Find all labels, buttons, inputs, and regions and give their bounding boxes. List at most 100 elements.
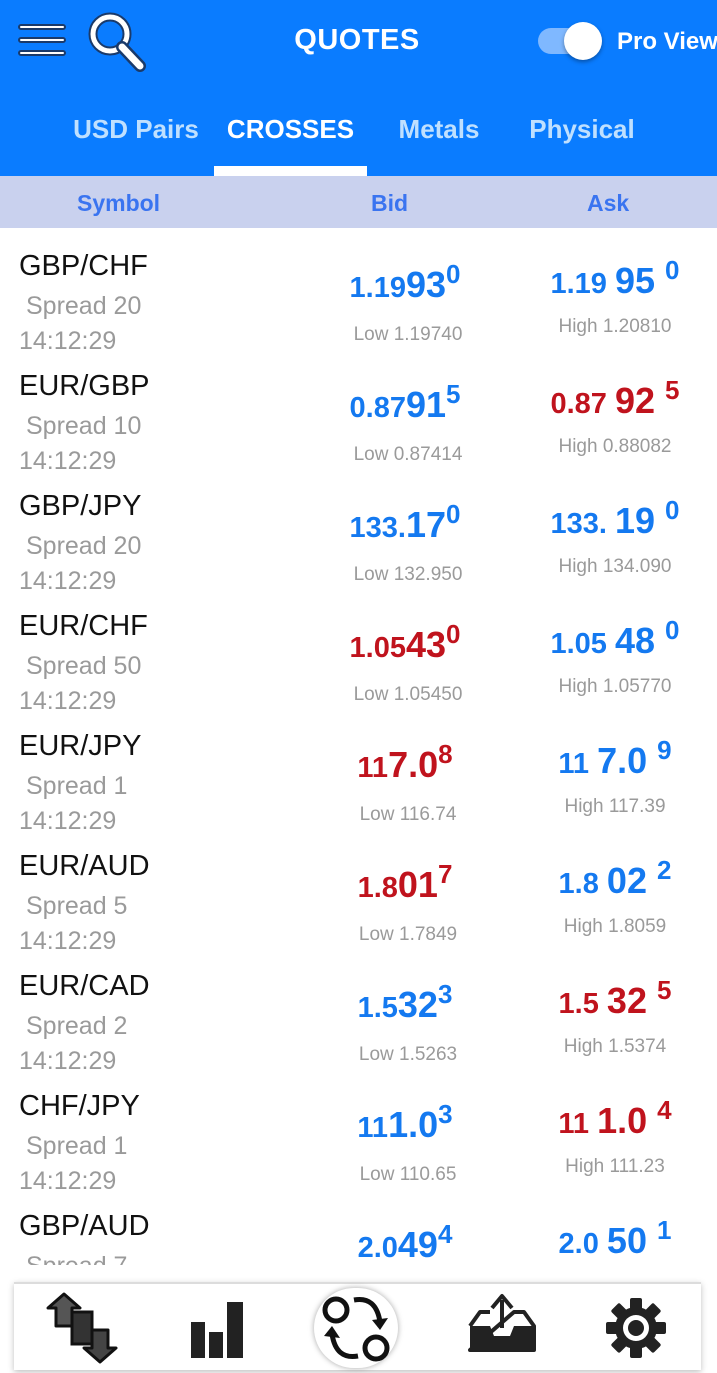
bid-price[interactable]: 2.0494 bbox=[290, 1219, 520, 1265]
spread-text: Spread 20 bbox=[26, 292, 142, 320]
ask-price[interactable]: 1.19 95 0 bbox=[505, 255, 717, 302]
bar-chart-icon[interactable] bbox=[178, 1292, 258, 1364]
ask-price-pips: 48 bbox=[614, 620, 666, 661]
ask-price-major: 2.0 bbox=[558, 1228, 607, 1260]
bid-price[interactable]: 1.8017 bbox=[290, 859, 520, 906]
bid-price-pips: 1.0 bbox=[388, 1104, 439, 1145]
quote-row[interactable]: GBP/CHF Spread 20 14:12:29 1.19930 Low 1.197… bbox=[0, 228, 717, 355]
ask-price-fraction: 2 bbox=[656, 855, 672, 885]
ask-price-fraction: 9 bbox=[657, 735, 672, 765]
ask-price-fraction: 0 bbox=[665, 615, 680, 645]
low-price: Low 110.65 bbox=[359, 1164, 457, 1185]
trade-exchange-icon bbox=[322, 1296, 390, 1362]
bid-price[interactable]: 0.87915 bbox=[290, 379, 520, 426]
symbol-name: EUR/GBP bbox=[19, 370, 150, 402]
bid-price[interactable]: 1.19930 bbox=[290, 259, 520, 306]
spread-text: Spread 2 bbox=[26, 1012, 128, 1040]
ask-price-pips: 95 bbox=[614, 260, 666, 301]
quote-time: 14:12:29 bbox=[19, 567, 117, 595]
symbol-name: EUR/CHF bbox=[19, 610, 148, 642]
column-bid: Bid bbox=[371, 190, 409, 216]
bid-price-pips: 43 bbox=[405, 624, 447, 665]
tab-bar: USD Pairs CROSSES Metals Physical bbox=[0, 110, 717, 176]
spread-text: Spread 1 bbox=[26, 1132, 128, 1160]
spread-text: Spread 5 bbox=[26, 892, 128, 920]
bid-price-pips: 01 bbox=[397, 864, 438, 905]
hamburger-menu-icon[interactable] bbox=[18, 24, 66, 58]
low-price: Low 132.950 bbox=[353, 564, 463, 585]
page-title: QUOTES bbox=[294, 24, 420, 56]
low-price: Low 116.74 bbox=[359, 804, 457, 825]
spread-text: Spread 10 bbox=[26, 412, 142, 440]
bid-price[interactable]: 111.03 bbox=[290, 1099, 520, 1146]
low-price: Low 1.5263 bbox=[358, 1044, 458, 1065]
ask-price-fraction: 0 bbox=[665, 495, 680, 525]
high-price: High 117.39 bbox=[564, 796, 666, 817]
bid-price[interactable]: 117.08 bbox=[290, 739, 520, 786]
spread-text: Spread 7 bbox=[26, 1252, 127, 1265]
ask-price[interactable]: 2.0 50 1 bbox=[505, 1215, 717, 1262]
quote-time: 14:12:29 bbox=[19, 1047, 117, 1075]
bid-price-major: 1.05 bbox=[349, 632, 406, 664]
ask-price-fraction: 5 bbox=[665, 375, 680, 405]
quotes-list[interactable]: GBP/CHF Spread 20 14:12:29 1.19930 Low 1.197… bbox=[0, 228, 717, 1265]
low-price: Low 0.87414 bbox=[353, 444, 463, 465]
bid-price[interactable]: 1.05430 bbox=[290, 619, 520, 666]
bid-price-pips: 7.0 bbox=[388, 744, 439, 785]
quote-row[interactable]: CHF/JPY Spread 1 14:12:29 111.03 Low 110.65 1… bbox=[0, 1068, 717, 1195]
bid-price[interactable]: 1.5323 bbox=[290, 979, 520, 1026]
pro-view-toggle[interactable] bbox=[538, 22, 604, 60]
trade-exchange-button[interactable] bbox=[314, 1288, 398, 1368]
tab-physical[interactable]: Physical bbox=[529, 114, 635, 144]
bid-price-fraction: 8 bbox=[438, 739, 453, 769]
tab-usd-pairs[interactable]: USD Pairs bbox=[73, 114, 199, 144]
quote-time: 14:12:29 bbox=[19, 327, 117, 355]
settings-gear-icon[interactable] bbox=[596, 1292, 676, 1364]
quote-row[interactable]: EUR/JPY Spread 1 14:12:29 117.08 Low 116.74 1… bbox=[0, 708, 717, 835]
quote-row[interactable]: EUR/AUD Spread 5 14:12:29 1.8017 Low 1.7849 1… bbox=[0, 828, 717, 955]
bid-price-major: 133. bbox=[349, 512, 406, 544]
quotes-arrows-icon[interactable] bbox=[42, 1292, 122, 1364]
ask-price-major: 133. bbox=[550, 508, 615, 540]
bid-price-fraction: 5 bbox=[446, 379, 461, 409]
low-price: Low 1.19740 bbox=[353, 324, 463, 345]
bid-price[interactable]: 133.170 bbox=[290, 499, 520, 546]
bid-price-major: 1.8 bbox=[357, 872, 398, 904]
bid-price-major: 2.0 bbox=[357, 1232, 398, 1264]
bid-price-fraction: 7 bbox=[437, 859, 453, 889]
ask-price[interactable]: 11 1.0 4 bbox=[505, 1095, 717, 1142]
ask-price[interactable]: 11 7.0 9 bbox=[505, 735, 717, 782]
ask-price[interactable]: 133. 19 0 bbox=[505, 495, 717, 542]
ask-price[interactable]: 1.8 02 2 bbox=[505, 855, 717, 902]
symbol-name: EUR/AUD bbox=[19, 850, 150, 882]
ask-price[interactable]: 0.87 92 5 bbox=[505, 375, 717, 422]
bid-price-major: 1.19 bbox=[349, 272, 406, 304]
high-price: High 1.5374 bbox=[563, 1036, 667, 1057]
active-tab-indicator bbox=[214, 166, 367, 176]
quote-row[interactable]: EUR/GBP Spread 10 14:12:29 0.87915 Low 0.874… bbox=[0, 348, 717, 475]
tab-crosses[interactable]: CROSSES bbox=[226, 114, 355, 144]
low-price: Low 1.05450 bbox=[353, 684, 463, 705]
spread-text: Spread 20 bbox=[26, 532, 142, 560]
ask-price-pips: 32 bbox=[606, 980, 657, 1021]
inbox-upload-icon[interactable] bbox=[462, 1292, 542, 1364]
symbol-name: GBP/AUD bbox=[19, 1210, 150, 1242]
bid-price-fraction: 3 bbox=[437, 979, 453, 1009]
ask-price-major: 1.5 bbox=[558, 988, 607, 1020]
symbol-name: GBP/JPY bbox=[19, 490, 142, 522]
quote-time: 14:12:29 bbox=[19, 1167, 117, 1195]
quote-row[interactable]: EUR/CHF Spread 50 14:12:29 1.05430 Low 1.054… bbox=[0, 588, 717, 715]
symbol-name: EUR/CAD bbox=[19, 970, 150, 1002]
quote-row[interactable]: GBP/JPY Spread 20 14:12:29 133.170 Low 132.9… bbox=[0, 468, 717, 595]
ask-price[interactable]: 1.05 48 0 bbox=[505, 615, 717, 662]
ask-price-fraction: 4 bbox=[657, 1095, 672, 1125]
low-price: Low 1.7849 bbox=[358, 924, 458, 945]
quote-row[interactable]: EUR/CAD Spread 2 14:12:29 1.5323 Low 1.5263 1… bbox=[0, 948, 717, 1075]
ask-price[interactable]: 1.5 32 5 bbox=[505, 975, 717, 1022]
search-icon[interactable] bbox=[84, 10, 148, 74]
tab-metals[interactable]: Metals bbox=[398, 114, 480, 144]
symbol-name: EUR/JPY bbox=[19, 730, 142, 762]
ask-price-pips: 7.0 bbox=[597, 740, 658, 781]
bid-price-major: 1.5 bbox=[357, 992, 398, 1024]
